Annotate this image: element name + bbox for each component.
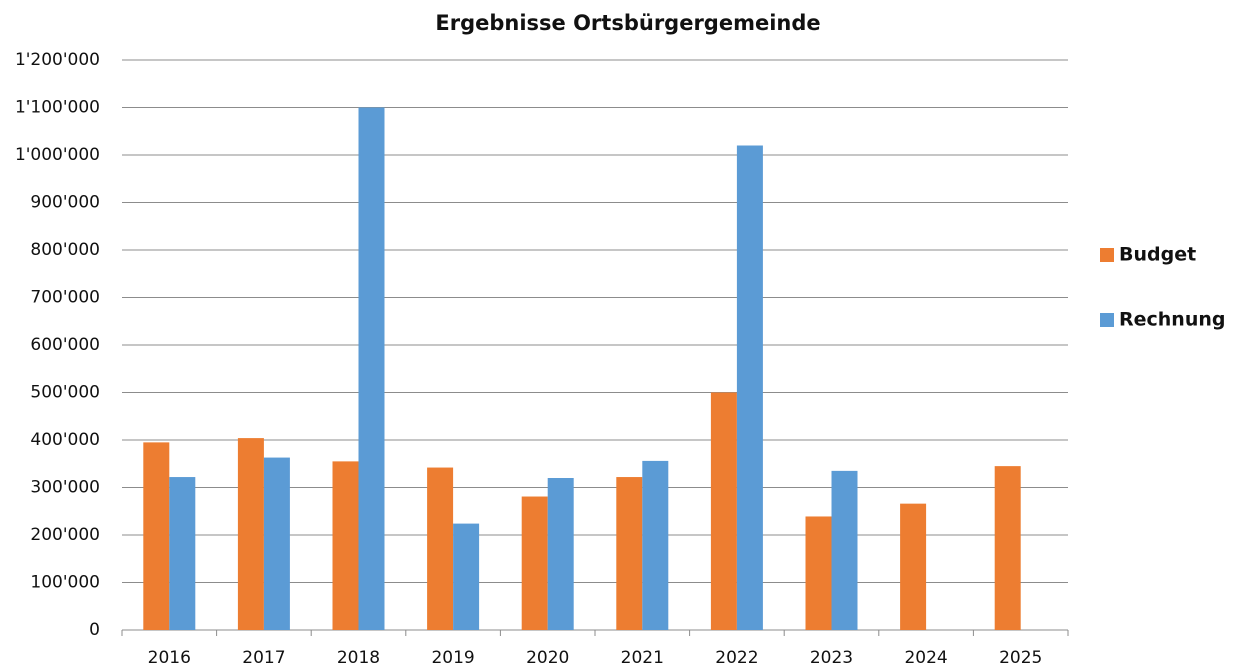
legend-swatch [1100, 313, 1114, 327]
y-tick-label: 1'000'000 [15, 145, 100, 165]
bar [358, 107, 385, 630]
chart-title: Ergebnisse Ortsbürgergemeinde [435, 11, 820, 35]
bar [332, 461, 359, 630]
legend-swatch [1100, 248, 1114, 262]
x-tick-label: 2018 [337, 648, 380, 668]
bar [900, 503, 927, 630]
bar [427, 467, 454, 630]
x-tick-label: 2023 [810, 648, 853, 668]
y-tick-label: 1'100'000 [15, 98, 100, 118]
y-tick-label: 400'000 [30, 430, 100, 450]
bar [143, 442, 170, 630]
bar [237, 438, 264, 630]
y-tick-label: 200'000 [30, 525, 100, 545]
y-tick-label: 1'200'000 [15, 50, 100, 70]
bar [547, 478, 574, 630]
bar [521, 496, 548, 630]
bar [642, 460, 669, 630]
y-tick-label: 0 [89, 620, 100, 640]
y-tick-label: 100'000 [30, 573, 100, 593]
legend-label: Rechnung [1119, 309, 1226, 331]
bar [616, 477, 643, 630]
bar [169, 477, 196, 630]
x-tick-label: 2021 [621, 648, 664, 668]
x-tick-label: 2022 [715, 648, 758, 668]
x-tick-label: 2024 [904, 648, 947, 668]
bar [805, 516, 832, 630]
y-tick-label: 600'000 [30, 335, 100, 355]
x-tick-label: 2016 [148, 648, 191, 668]
bar [831, 470, 858, 630]
x-tick-label: 2020 [526, 648, 569, 668]
y-tick-label: 300'000 [30, 478, 100, 498]
y-tick-label: 900'000 [30, 193, 100, 213]
bar [994, 466, 1021, 630]
bar [263, 457, 290, 630]
bar [736, 145, 763, 630]
x-tick-label: 2017 [242, 648, 285, 668]
y-tick-label: 700'000 [30, 288, 100, 308]
x-tick-label: 2019 [431, 648, 474, 668]
y-tick-label: 800'000 [30, 240, 100, 260]
bar [710, 392, 737, 630]
legend-label: Budget [1119, 244, 1196, 266]
x-tick-label: 2025 [999, 648, 1042, 668]
bar [453, 523, 480, 630]
y-tick-label: 500'000 [30, 383, 100, 403]
